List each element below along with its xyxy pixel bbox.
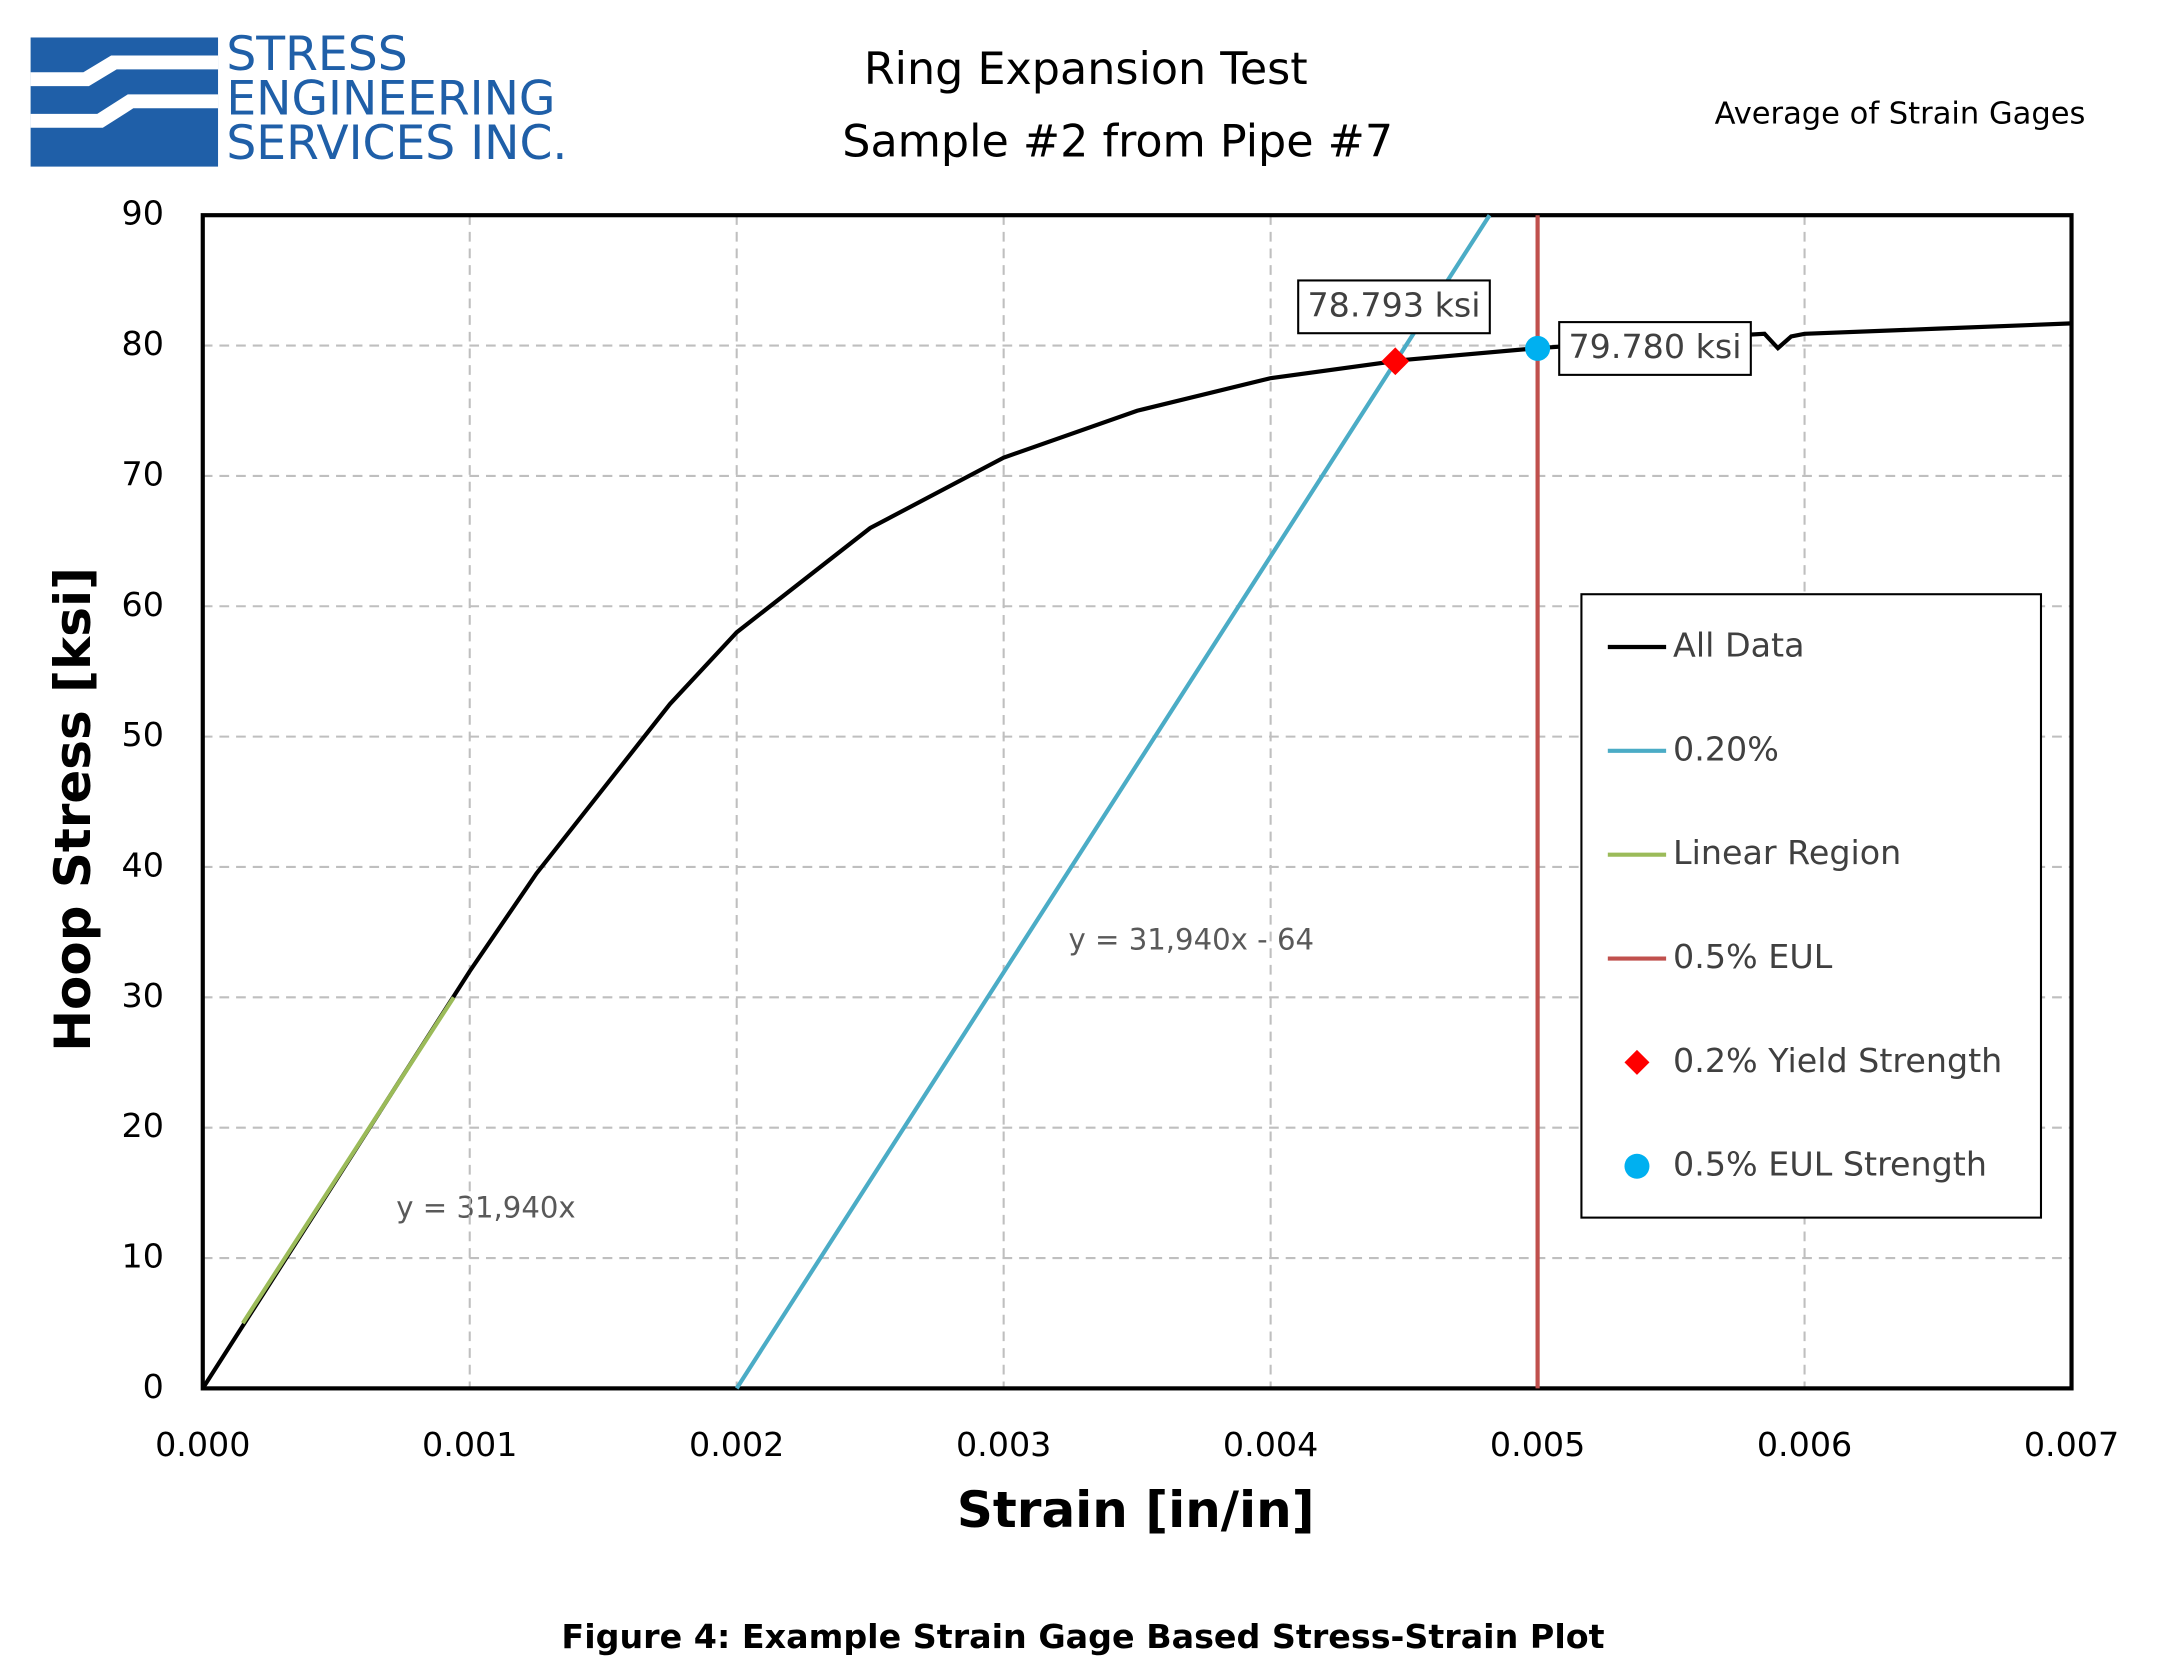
y-tick-label: 90 xyxy=(122,194,164,233)
chart-subtitle: Average of Strain Gages xyxy=(1715,97,2086,132)
plot-frame xyxy=(200,213,2074,1391)
logo-graphic xyxy=(30,37,219,167)
logo-text: SERVICES INC. xyxy=(226,116,567,171)
y-tick-label: 40 xyxy=(122,845,164,884)
x-axis-label: Strain [in/in] xyxy=(957,1481,1315,1539)
x-tick-label: 0.001 xyxy=(422,1425,517,1464)
caption: Figure 4: Example Strain Gage Based Stre… xyxy=(561,1617,1604,1656)
data-label: 79.780 ksi xyxy=(1568,327,1741,366)
annotation: y = 31,940x - 64 xyxy=(1069,922,1315,956)
data-label-box xyxy=(1558,321,1752,376)
y-tick-label: 60 xyxy=(122,585,164,624)
legend-swatch xyxy=(1624,1049,1650,1075)
legend-label: Linear Region xyxy=(1673,833,1901,872)
legend-label: All Data xyxy=(1673,625,1804,664)
legend-label: 0.5% EUL xyxy=(1673,937,1833,976)
x-tick-label: 0.007 xyxy=(2024,1425,2119,1464)
y-axis-label: Hoop Stress [ksi] xyxy=(44,567,102,1052)
data-label-box xyxy=(1297,279,1491,335)
y-tick-label: 70 xyxy=(122,454,164,493)
logo-text: ENGINEERING xyxy=(226,71,555,126)
x-tick-label: 0.000 xyxy=(155,1425,250,1464)
y-tick-label: 80 xyxy=(122,324,164,363)
y-tick-label: 0 xyxy=(143,1367,164,1406)
y-tick-label: 50 xyxy=(122,715,164,754)
x-tick-label: 0.005 xyxy=(1490,1425,1585,1464)
series-line xyxy=(241,996,456,1325)
y-tick-label: 20 xyxy=(122,1106,164,1145)
legend-label: 0.2% Yield Strength xyxy=(1673,1041,2002,1080)
chart-title: Ring Expansion Test xyxy=(864,44,1308,95)
y-tick-label: 10 xyxy=(122,1237,164,1276)
x-tick-label: 0.003 xyxy=(956,1425,1051,1464)
x-tick-label: 0.004 xyxy=(1223,1425,1318,1464)
legend-label: 0.20% xyxy=(1673,729,1779,768)
marker xyxy=(1381,347,1410,376)
y-tick-label: 30 xyxy=(122,976,164,1015)
data-label: 78.793 ksi xyxy=(1307,285,1480,324)
chart-title: Sample #2 from Pipe #7 xyxy=(842,116,1393,167)
logo-text: STRESS xyxy=(226,27,407,82)
x-tick-label: 0.006 xyxy=(1757,1425,1852,1464)
legend-box xyxy=(1580,593,2043,1219)
legend-label: 0.5% EUL Strength xyxy=(1673,1145,1987,1184)
series-line xyxy=(734,214,1492,1390)
legend-swatch xyxy=(1624,1153,1650,1179)
x-tick-label: 0.002 xyxy=(689,1425,784,1464)
marker xyxy=(1525,335,1551,361)
annotation: y = 31,940x xyxy=(396,1190,575,1224)
